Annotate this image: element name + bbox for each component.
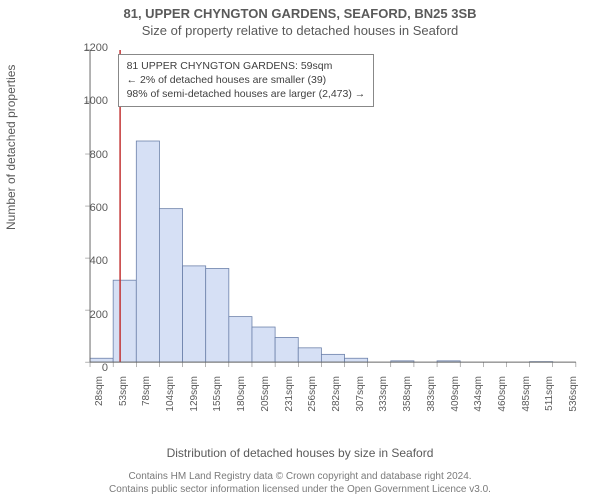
x-tick-label: 282sqm (331, 376, 342, 426)
y-tick-label: 200 (78, 309, 108, 321)
footer-line1: Contains HM Land Registry data © Crown c… (0, 470, 600, 483)
info-line-larger: 98% of semi-detached houses are larger (… (127, 87, 366, 101)
x-tick-label: 434sqm (473, 376, 484, 426)
x-tick-label: 511sqm (544, 376, 555, 426)
y-tick-label: 1200 (78, 42, 108, 54)
x-tick-label: 53sqm (118, 376, 129, 426)
x-tick-label: 104sqm (165, 376, 176, 426)
histogram-bar (136, 141, 159, 362)
histogram-bar (229, 317, 252, 363)
x-tick-label: 307sqm (355, 376, 366, 426)
x-tick-label: 256sqm (307, 376, 318, 426)
x-tick-label: 205sqm (260, 376, 271, 426)
x-tick-label: 409sqm (450, 376, 461, 426)
histogram-bar (298, 348, 321, 362)
x-tick-label: 460sqm (497, 376, 508, 426)
chart-subtitle: Size of property relative to detached ho… (0, 21, 600, 38)
x-tick-label: 129sqm (189, 376, 200, 426)
histogram-bar (159, 209, 182, 362)
footer-line2: Contains public sector information licen… (0, 483, 600, 496)
info-line-smaller: ← 2% of detached houses are smaller (39) (127, 73, 366, 87)
histogram-bar (321, 354, 344, 362)
y-axis-label: Number of detached properties (4, 65, 18, 230)
histogram-bar (206, 268, 229, 362)
x-axis-label: Distribution of detached houses by size … (0, 446, 600, 460)
x-tick-label: 358sqm (402, 376, 413, 426)
x-tick-label: 180sqm (236, 376, 247, 426)
x-tick-label: 155sqm (212, 376, 223, 426)
x-tick-label: 28sqm (94, 376, 105, 426)
histogram-bar (345, 358, 368, 362)
chart-area: 020040060080010001200 28sqm53sqm78sqm104… (50, 48, 580, 418)
histogram-bar (183, 266, 206, 362)
y-tick-label: 0 (78, 362, 108, 374)
info-line-size: 81 UPPER CHYNGTON GARDENS: 59sqm (127, 59, 366, 73)
x-tick-label: 231sqm (284, 376, 295, 426)
chart-title-address: 81, UPPER CHYNGTON GARDENS, SEAFORD, BN2… (0, 0, 600, 21)
x-tick-label: 78sqm (141, 376, 152, 426)
histogram-bar (113, 280, 136, 362)
x-tick-label: 485sqm (521, 376, 532, 426)
histogram-bar (252, 327, 275, 362)
property-info-box: 81 UPPER CHYNGTON GARDENS: 59sqm ← 2% of… (118, 54, 375, 107)
histogram-bar (275, 337, 298, 362)
y-tick-label: 1000 (78, 95, 108, 107)
y-tick-label: 600 (78, 202, 108, 214)
x-tick-label: 383sqm (426, 376, 437, 426)
x-tick-label: 536sqm (568, 376, 579, 426)
x-tick-label: 333sqm (378, 376, 389, 426)
attribution-footer: Contains HM Land Registry data © Crown c… (0, 470, 600, 496)
y-tick-label: 800 (78, 149, 108, 161)
y-tick-label: 400 (78, 255, 108, 267)
